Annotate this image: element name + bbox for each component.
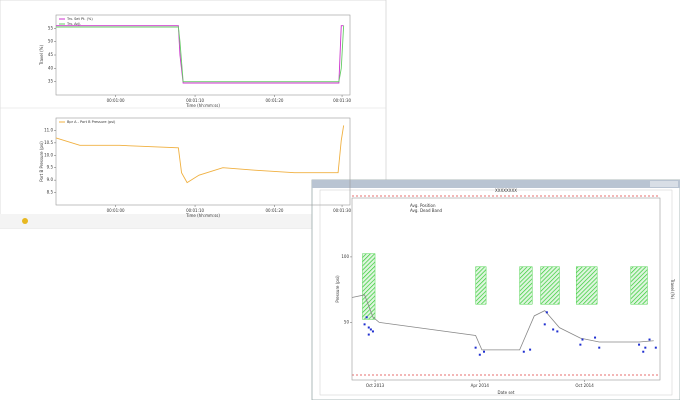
x-tick-label: Oct 2014: [575, 383, 594, 388]
x-tick-label: 00:01:30: [333, 98, 351, 103]
chart-panel: [319, 189, 673, 396]
series-line: [56, 25, 344, 84]
y-tick-label: 35: [48, 79, 54, 84]
point: [638, 343, 641, 346]
y2-axis-label: Travel (%): [670, 278, 675, 300]
point: [369, 328, 372, 331]
point: [483, 350, 485, 353]
point: [642, 350, 645, 353]
point: [363, 323, 366, 326]
x-tick-label: 00:01:20: [266, 208, 284, 213]
x-tick-label: 00:01:10: [186, 208, 204, 213]
band: [475, 266, 487, 305]
y-tick-label: 50: [344, 319, 350, 324]
x-tick-label: 00:01:10: [186, 98, 204, 103]
legend-label: Trv. Adj.: [66, 22, 81, 26]
title-bar: [312, 180, 680, 188]
point: [545, 311, 548, 314]
point: [367, 326, 370, 329]
x-tick-label: Oct 2013: [366, 383, 385, 388]
y-tick-label: 50: [48, 39, 54, 44]
band: [540, 266, 560, 305]
point: [579, 343, 582, 346]
status-bar: [0, 214, 386, 228]
point: [598, 346, 601, 349]
info-label: Avg. Position: [410, 203, 436, 208]
y-axis-label: Travel (%): [39, 45, 44, 67]
x-axis-label: Time (hh:mm:ss): [185, 103, 220, 108]
x-axis-label: Date set: [498, 390, 515, 395]
point: [556, 330, 559, 333]
legend-label: Bpr A - Port B Pressure (psi): [67, 120, 116, 124]
point: [478, 353, 481, 356]
band: [630, 266, 648, 305]
point: [371, 330, 374, 333]
point: [654, 346, 657, 349]
series-line: [56, 25, 345, 83]
trend-line: [351, 294, 654, 351]
point: [594, 336, 597, 339]
point: [522, 350, 525, 353]
point: [543, 323, 546, 326]
band: [519, 266, 533, 305]
x-axis-label: Time (hh:mm:ss): [185, 213, 220, 218]
point: [648, 338, 651, 341]
plot-frame: [351, 197, 661, 381]
y-tick-label: 10.0: [44, 152, 53, 157]
legend-label: Trv. Set Pt. (%): [66, 17, 93, 21]
y-tick-label: 11.0: [44, 127, 53, 132]
x-tick-label: 00:01:00: [107, 98, 125, 103]
point: [552, 328, 555, 331]
point: [581, 338, 584, 341]
y-tick-label: 100: [341, 254, 349, 259]
point: [529, 348, 532, 351]
status-icon[interactable]: [22, 218, 28, 224]
y-tick-label: 9.5: [47, 165, 54, 170]
band: [575, 266, 598, 305]
band: [362, 253, 376, 320]
x-tick-label: 00:01:00: [107, 208, 125, 213]
y-tick-label: 40: [48, 65, 54, 70]
info-label: Avg. Dead Band: [410, 208, 442, 213]
point: [365, 316, 368, 319]
y-tick-label: 10.5: [44, 140, 53, 145]
point: [474, 346, 477, 349]
y-axis-label: Pressure (psi): [335, 275, 340, 303]
window-buttons[interactable]: [650, 181, 678, 187]
y-axis-label: Port B Pressure (psi): [39, 141, 44, 182]
point: [644, 346, 647, 349]
y-tick-label: 45: [48, 52, 54, 57]
x-tick-label: Apr 2014: [471, 383, 490, 388]
y-tick-label: 9.0: [47, 177, 54, 182]
chart-title: XXXXXXXX: [495, 188, 517, 193]
y-tick-label: 8.5: [47, 190, 54, 195]
plot-frame: [55, 117, 351, 206]
point: [367, 333, 370, 336]
x-tick-label: 00:01:20: [266, 98, 284, 103]
y-tick-label: 55: [48, 25, 54, 30]
series-line: [55, 125, 345, 184]
x-tick-label: 00:01:30: [333, 208, 351, 213]
